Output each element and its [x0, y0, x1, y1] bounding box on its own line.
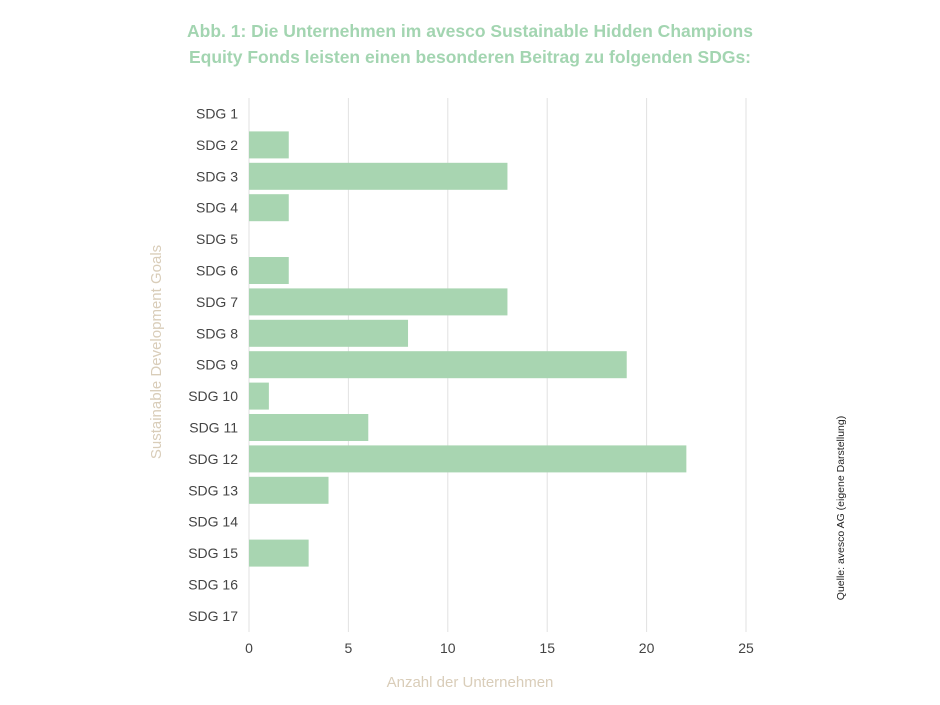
- x-axis-title: Anzahl der Unternehmen: [387, 674, 554, 691]
- bar: [249, 445, 687, 473]
- bar: [249, 382, 269, 410]
- x-tick-label: 15: [539, 640, 555, 656]
- x-tick-label: 10: [440, 640, 456, 656]
- bar: [249, 162, 508, 190]
- bar: [249, 194, 289, 222]
- category-label: SDG 13: [188, 482, 238, 498]
- category-label: SDG 2: [196, 137, 238, 153]
- category-label: SDG 8: [196, 325, 238, 341]
- category-label: SDG 15: [188, 545, 238, 561]
- x-tick-label: 5: [345, 640, 353, 656]
- bars: [249, 131, 687, 567]
- category-labels: SDG 1 SDG 2 SDG 3 SDG 4 SDG 5 SDG 6 SDG 7 SDG 8…: [188, 106, 238, 624]
- bar: [249, 288, 508, 316]
- x-tick-label: 0: [245, 640, 253, 656]
- y-axis-title: Sustainable Development Goals: [148, 245, 165, 459]
- category-label: SDG 7: [196, 294, 238, 310]
- category-label: SDG 16: [188, 577, 238, 593]
- chart-title-line-1: Abb. 1: Die Unternehmen im avesco Sustai…: [187, 21, 753, 41]
- bar: [249, 319, 409, 347]
- chart-title-line-2: Equity Fonds leisten einen besonderen Be…: [188, 47, 752, 67]
- category-label: SDG 1: [196, 106, 238, 122]
- bar: [249, 351, 627, 379]
- chart-title: Abb. 1: Die Unternehmen im avesco Sustai…: [0, 18, 940, 70]
- x-tick-labels: 0 5 10 15 20 25: [245, 640, 754, 656]
- category-label: SDG 3: [196, 168, 238, 184]
- bar: [249, 257, 289, 284]
- x-tick-label: 20: [639, 640, 655, 656]
- category-label: SDG 4: [196, 200, 238, 216]
- category-label: SDG 5: [196, 231, 238, 247]
- category-label: SDG 11: [189, 420, 238, 436]
- bar: [249, 414, 369, 441]
- bar: [249, 476, 329, 504]
- category-label: SDG 9: [196, 357, 238, 373]
- source-note: Quelle: avesco AG (eigene Darstellung): [835, 415, 847, 601]
- category-label: SDG 12: [188, 451, 238, 467]
- x-tick-label: 25: [738, 640, 754, 656]
- category-label: SDG 17: [188, 608, 238, 624]
- bar: [249, 539, 309, 567]
- category-label: SDG 6: [196, 263, 238, 279]
- category-label: SDG 14: [188, 514, 238, 530]
- category-label: SDG 10: [188, 388, 238, 404]
- bar: [249, 131, 289, 159]
